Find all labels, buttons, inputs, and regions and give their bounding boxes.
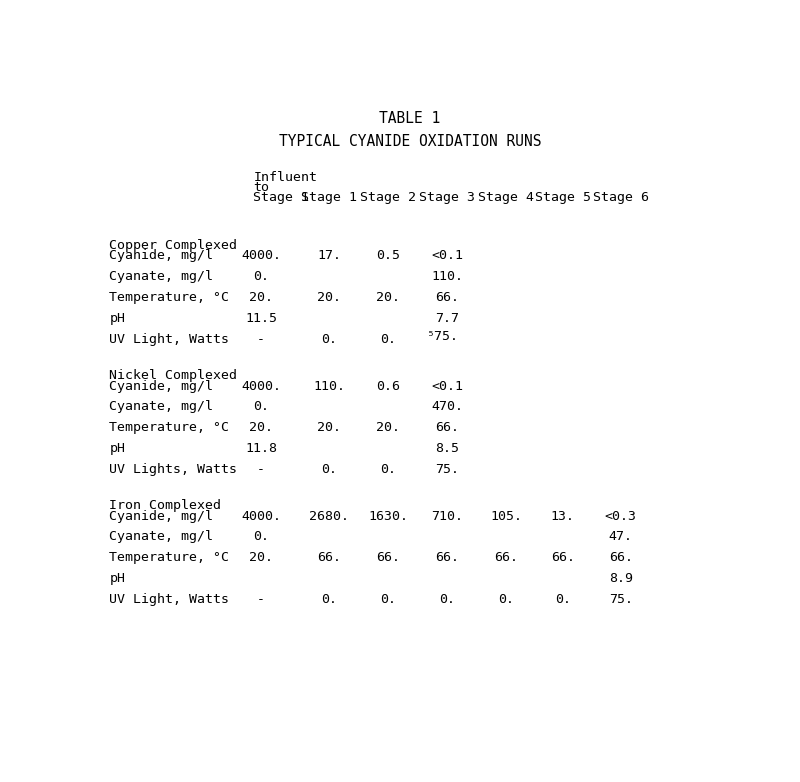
Text: <0.1: <0.1 <box>431 379 463 393</box>
Text: ⁵75.: ⁵75. <box>426 330 458 343</box>
Text: Temperature, °C: Temperature, °C <box>110 291 230 304</box>
Text: 0.: 0. <box>380 332 396 346</box>
Text: 75.: 75. <box>609 593 633 606</box>
Text: Iron Complexed: Iron Complexed <box>110 499 222 512</box>
Text: 8.5: 8.5 <box>435 442 459 455</box>
Text: 0.: 0. <box>554 593 570 606</box>
Text: 47.: 47. <box>609 530 633 543</box>
Text: UV Light, Watts: UV Light, Watts <box>110 332 230 346</box>
Text: 7.7: 7.7 <box>435 312 459 325</box>
Text: 1630.: 1630. <box>368 510 408 522</box>
Text: Stage 1: Stage 1 <box>302 191 358 204</box>
Text: 66.: 66. <box>435 421 459 434</box>
Text: pH: pH <box>110 572 126 585</box>
Text: 20.: 20. <box>250 551 274 565</box>
Text: 4000.: 4000. <box>242 379 282 393</box>
Text: TABLE 1: TABLE 1 <box>379 111 441 126</box>
Text: 0.: 0. <box>322 593 338 606</box>
Text: -: - <box>258 332 266 346</box>
Text: 20.: 20. <box>250 291 274 304</box>
Text: 66.: 66. <box>550 551 574 565</box>
Text: 0.: 0. <box>254 530 270 543</box>
Text: Temperature, °C: Temperature, °C <box>110 551 230 565</box>
Text: 66.: 66. <box>318 551 342 565</box>
Text: 0.: 0. <box>322 463 338 475</box>
Text: TYPICAL CYANIDE OXIDATION RUNS: TYPICAL CYANIDE OXIDATION RUNS <box>278 134 542 149</box>
Text: 0.: 0. <box>254 270 270 283</box>
Text: UV Lights, Watts: UV Lights, Watts <box>110 463 238 475</box>
Text: <0.1: <0.1 <box>431 249 463 263</box>
Text: <0.3: <0.3 <box>605 510 637 522</box>
Text: 66.: 66. <box>435 291 459 304</box>
Text: 20.: 20. <box>250 421 274 434</box>
Text: Cyanate, mg/l: Cyanate, mg/l <box>110 270 214 283</box>
Text: 17.: 17. <box>318 249 342 263</box>
Text: Stage 3: Stage 3 <box>419 191 475 204</box>
Text: 66.: 66. <box>494 551 518 565</box>
Text: 66.: 66. <box>376 551 400 565</box>
Text: 110.: 110. <box>431 270 463 283</box>
Text: Stage 1: Stage 1 <box>254 191 310 204</box>
Text: 11.5: 11.5 <box>246 312 278 325</box>
Text: Cyanate, mg/l: Cyanate, mg/l <box>110 400 214 414</box>
Text: 20.: 20. <box>318 421 342 434</box>
Text: Cyanide, mg/l: Cyanide, mg/l <box>110 510 214 522</box>
Text: 0.6: 0.6 <box>376 379 400 393</box>
Text: 20.: 20. <box>318 291 342 304</box>
Text: 0.5: 0.5 <box>376 249 400 263</box>
Text: Stagе 6: Stagе 6 <box>593 191 649 204</box>
Text: to: to <box>254 181 270 194</box>
Text: Nickel Complexed: Nickel Complexed <box>110 369 238 382</box>
Text: 20.: 20. <box>376 291 400 304</box>
Text: 20.: 20. <box>376 421 400 434</box>
Text: pH: pH <box>110 442 126 455</box>
Text: Cyanide, mg/l: Cyanide, mg/l <box>110 249 214 263</box>
Text: -: - <box>258 463 266 475</box>
Text: 0.: 0. <box>254 400 270 414</box>
Text: Stage 5: Stage 5 <box>534 191 590 204</box>
Text: 2680.: 2680. <box>310 510 350 522</box>
Text: Stage 4: Stage 4 <box>478 191 534 204</box>
Text: 8.9: 8.9 <box>609 572 633 585</box>
Text: 0.: 0. <box>439 593 455 606</box>
Text: 0.: 0. <box>380 593 396 606</box>
Text: 105.: 105. <box>490 510 522 522</box>
Text: 710.: 710. <box>431 510 463 522</box>
Text: 4000.: 4000. <box>242 249 282 263</box>
Text: 0.: 0. <box>380 463 396 475</box>
Text: Stage 2: Stage 2 <box>360 191 416 204</box>
Text: 66.: 66. <box>435 551 459 565</box>
Text: 11.8: 11.8 <box>246 442 278 455</box>
Text: 4000.: 4000. <box>242 510 282 522</box>
Text: 470.: 470. <box>431 400 463 414</box>
Text: 75.: 75. <box>435 463 459 475</box>
Text: Influent: Influent <box>254 170 318 184</box>
Text: Temperature, °C: Temperature, °C <box>110 421 230 434</box>
Text: Cyanate, mg/l: Cyanate, mg/l <box>110 530 214 543</box>
Text: 110.: 110. <box>314 379 346 393</box>
Text: 0.: 0. <box>322 332 338 346</box>
Text: UV Light, Watts: UV Light, Watts <box>110 593 230 606</box>
Text: 13.: 13. <box>550 510 574 522</box>
Text: Cyanide, mg/l: Cyanide, mg/l <box>110 379 214 393</box>
Text: 0.: 0. <box>498 593 514 606</box>
Text: pH: pH <box>110 312 126 325</box>
Text: Copper Complexed: Copper Complexed <box>110 239 238 252</box>
Text: 66.: 66. <box>609 551 633 565</box>
Text: -: - <box>258 593 266 606</box>
